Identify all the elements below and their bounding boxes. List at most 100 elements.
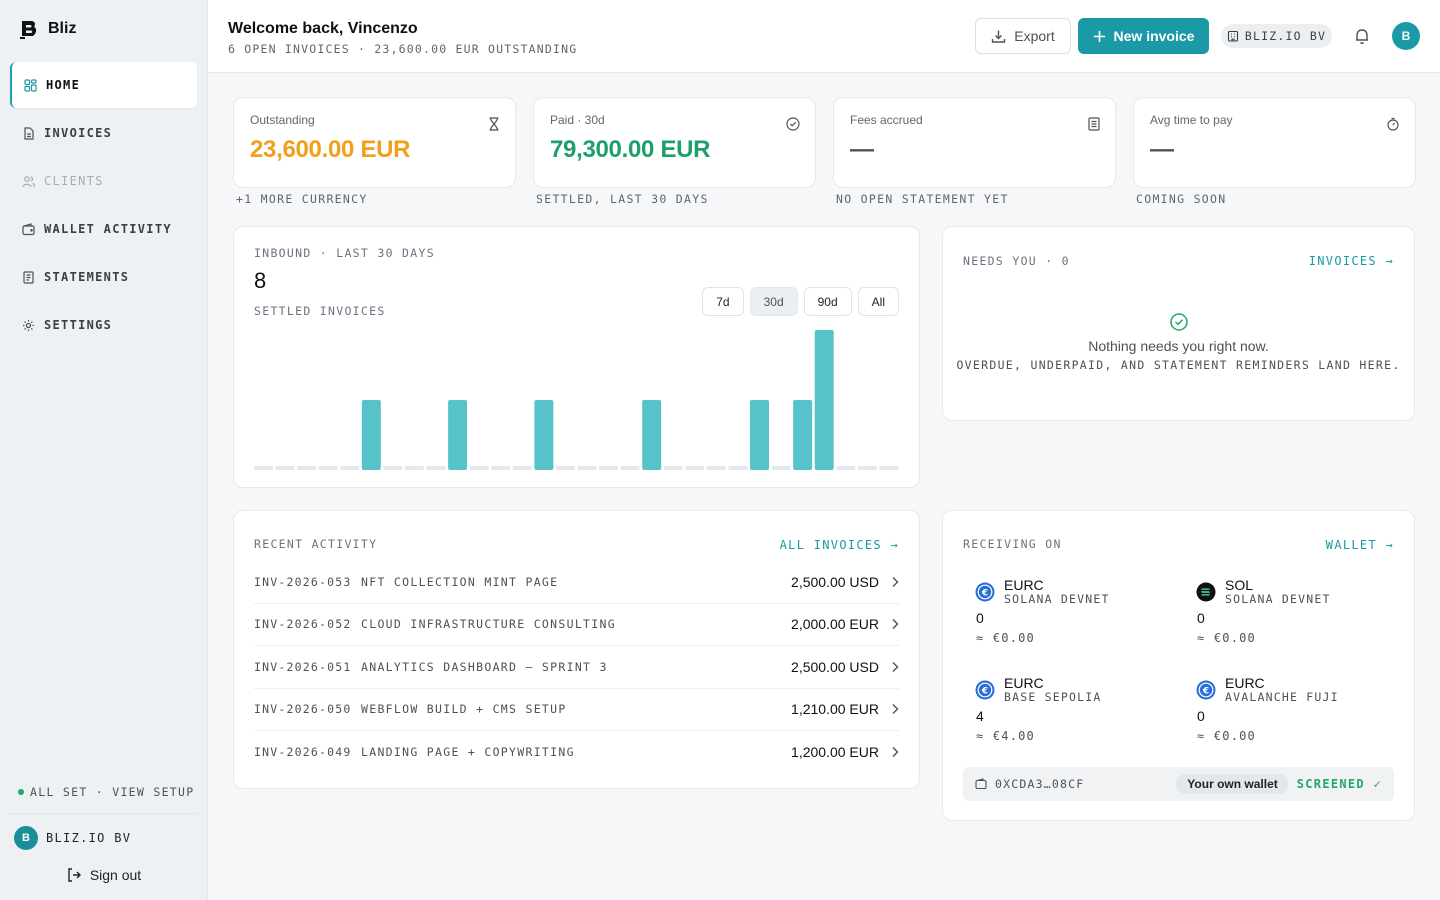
stat-value: — <box>850 136 874 163</box>
bell-icon[interactable] <box>1353 27 1371 45</box>
chevron-right-icon <box>892 747 899 758</box>
chart-bar <box>857 466 877 470</box>
invoice-description: NFT COLLECTION MINT PAGE <box>361 574 559 589</box>
page-subtitle: 6 OPEN INVOICES · 23,600.00 EUR OUTSTAND… <box>228 42 578 56</box>
wallet-link[interactable]: WALLET → <box>1325 538 1394 552</box>
asset-balance: 0 <box>976 610 984 626</box>
sidebar-item-home[interactable]: HOME <box>10 62 197 108</box>
setup-status-link[interactable]: ALL SET · VIEW SETUP <box>10 781 197 803</box>
asset-balance: 0 <box>1197 610 1205 626</box>
chart-bar <box>793 400 813 470</box>
export-label: Export <box>1014 28 1055 44</box>
sidebar-item-settings[interactable]: SETTINGS <box>10 302 197 348</box>
org-avatar: B <box>14 826 38 850</box>
asset-fiat-value: ≈ €0.00 <box>1197 729 1256 743</box>
page-title: Welcome back, Vincenzo <box>228 20 418 37</box>
document-icon <box>24 126 34 140</box>
brand[interactable]: Bliz <box>18 18 76 40</box>
wallet-address-bar[interactable]: 0XCDA3…08CF Your own wallet SCREENED ✓ <box>963 767 1394 801</box>
org-badge[interactable]: BLIZ.IO BV <box>1221 24 1332 48</box>
stat-label: Paid · 30d <box>550 113 605 127</box>
org-switcher[interactable]: B BLIZ.IO BV <box>10 813 197 850</box>
sidebar-item-clients[interactable]: CLIENTS <box>10 158 197 204</box>
chart-bar <box>512 466 532 470</box>
range-7d[interactable]: 7d <box>702 287 744 316</box>
grid-icon <box>24 78 37 92</box>
activity-row[interactable]: INV-2026-053 NFT COLLECTION MINT PAGE 2,… <box>254 561 899 604</box>
chart-bar <box>663 466 683 470</box>
activity-row[interactable]: INV-2026-051 ANALYTICS DASHBOARD — SPRIN… <box>254 646 899 689</box>
invoice-description: LANDING PAGE + COPYWRITING <box>361 745 575 760</box>
check-circle-icon <box>786 117 800 131</box>
chart-bar <box>728 466 748 470</box>
receipt-icon <box>1088 117 1100 131</box>
inbound-bar-chart <box>254 330 899 470</box>
stat-value: 79,300.00 EUR <box>550 136 711 163</box>
empty-state-message: Nothing needs you right now. <box>1088 338 1269 354</box>
chart-bar <box>879 466 899 470</box>
chart-bar <box>706 466 726 470</box>
new-invoice-button[interactable]: New invoice <box>1078 18 1209 54</box>
stat-label: Outstanding <box>250 113 315 127</box>
activity-row[interactable]: INV-2026-050 WEBFLOW BUILD + CMS SETUP 1… <box>254 689 899 731</box>
invoice-id: INV-2026-051 <box>254 659 352 674</box>
stat-label: Avg time to pay <box>1150 113 1233 127</box>
sign-out-button[interactable]: Sign out <box>10 850 197 900</box>
sidebar-item-invoices[interactable]: INVOICES <box>10 110 197 156</box>
asset-symbol: SOL <box>1225 577 1254 593</box>
sidebar-item-label: STATEMENTS <box>44 270 130 284</box>
range-30d[interactable]: 30d <box>749 287 798 316</box>
receipt-icon <box>23 270 34 284</box>
all-invoices-link[interactable]: ALL INVOICES → <box>779 538 899 552</box>
chart-bar <box>404 466 424 470</box>
sidebar-item-label: SETTINGS <box>44 318 113 332</box>
sidebar-item-wallet-activity[interactable]: WALLET ACTIVITY <box>10 206 197 252</box>
setup-status-text: ALL SET · VIEW SETUP <box>30 785 195 799</box>
sidebar-item-label: INVOICES <box>44 126 113 140</box>
hourglass-icon <box>489 117 499 131</box>
invoice-id: INV-2026-053 <box>254 574 352 589</box>
asset-fiat-value: ≈ €0.00 <box>1197 631 1256 645</box>
user-avatar[interactable]: B <box>1392 22 1420 50</box>
asset-symbol: EURC <box>1004 577 1044 593</box>
stat-sub: +1 MORE CURRENCY <box>236 192 368 206</box>
stat-card-fees: Fees accrued — <box>833 97 1116 188</box>
receiving-title: RECEIVING ON <box>963 537 1062 551</box>
asset-network: SOLANA DEVNET <box>1004 592 1110 606</box>
asset-item: SOL SOLANA DEVNET 0 ≈ €0.00 <box>1196 577 1395 655</box>
recent-title: RECENT ACTIVITY <box>254 537 378 551</box>
sidebar-item-label: CLIENTS <box>44 174 104 188</box>
stat-card-avg-time: Avg time to pay — <box>1133 97 1416 188</box>
chart-bar <box>836 466 856 470</box>
chart-bar <box>814 330 834 470</box>
stat-label: Fees accrued <box>850 113 923 127</box>
activity-row[interactable]: INV-2026-049 LANDING PAGE + COPYWRITING … <box>254 731 899 774</box>
chevron-right-icon <box>892 661 899 672</box>
chart-bar <box>685 466 705 470</box>
chart-bar <box>361 400 381 470</box>
asset-network: SOLANA DEVNET <box>1225 592 1331 606</box>
needs-title: NEEDS YOU · 0 <box>963 254 1070 268</box>
invoice-description: CLOUD INFRASTRUCTURE CONSULTING <box>361 617 616 632</box>
own-wallet-badge: Your own wallet <box>1176 774 1289 794</box>
invoice-id: INV-2026-049 <box>254 745 352 760</box>
invoices-link[interactable]: INVOICES → <box>1308 254 1394 268</box>
stopwatch-icon <box>1387 117 1399 131</box>
asset-balance: 0 <box>1197 708 1205 724</box>
activity-row[interactable]: INV-2026-052 CLOUD INFRASTRUCTURE CONSUL… <box>254 604 899 646</box>
chart-bar <box>771 466 791 470</box>
top-header: Welcome back, Vincenzo 6 OPEN INVOICES ·… <box>208 0 1440 73</box>
range-all[interactable]: All <box>857 287 899 316</box>
range-90d[interactable]: 90d <box>803 287 852 316</box>
wallet-address: 0XCDA3…08CF <box>995 777 1085 791</box>
sidebar-item-statements[interactable]: STATEMENTS <box>10 254 197 300</box>
chart-bar <box>297 466 317 470</box>
download-icon <box>992 30 1006 43</box>
chart-bar <box>318 466 338 470</box>
sidebar: Bliz HOME INVOICES CLIENTS WALLET ACTIVI… <box>0 0 208 900</box>
chart-subtitle: SETTLED INVOICES <box>254 304 386 318</box>
export-button[interactable]: Export <box>975 18 1071 54</box>
asset-symbol: EURC <box>1004 675 1044 691</box>
svg-text:€: € <box>981 589 988 599</box>
invoice-id: INV-2026-050 <box>254 702 352 717</box>
